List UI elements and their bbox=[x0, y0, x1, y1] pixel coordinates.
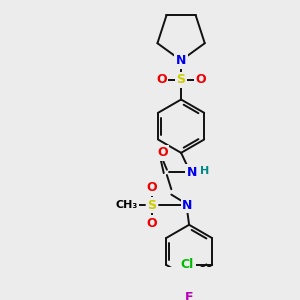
Text: S: S bbox=[147, 199, 156, 212]
Text: O: O bbox=[195, 74, 206, 86]
Text: O: O bbox=[156, 74, 167, 86]
Text: F: F bbox=[185, 291, 193, 300]
Text: O: O bbox=[146, 181, 157, 194]
Text: O: O bbox=[146, 217, 157, 230]
Text: CH₃: CH₃ bbox=[116, 200, 138, 210]
Text: N: N bbox=[176, 54, 186, 67]
Text: S: S bbox=[177, 74, 186, 86]
Text: H: H bbox=[200, 166, 209, 176]
Text: N: N bbox=[187, 166, 197, 179]
Text: Cl: Cl bbox=[181, 258, 194, 271]
Text: N: N bbox=[182, 199, 193, 212]
Text: O: O bbox=[157, 146, 168, 159]
